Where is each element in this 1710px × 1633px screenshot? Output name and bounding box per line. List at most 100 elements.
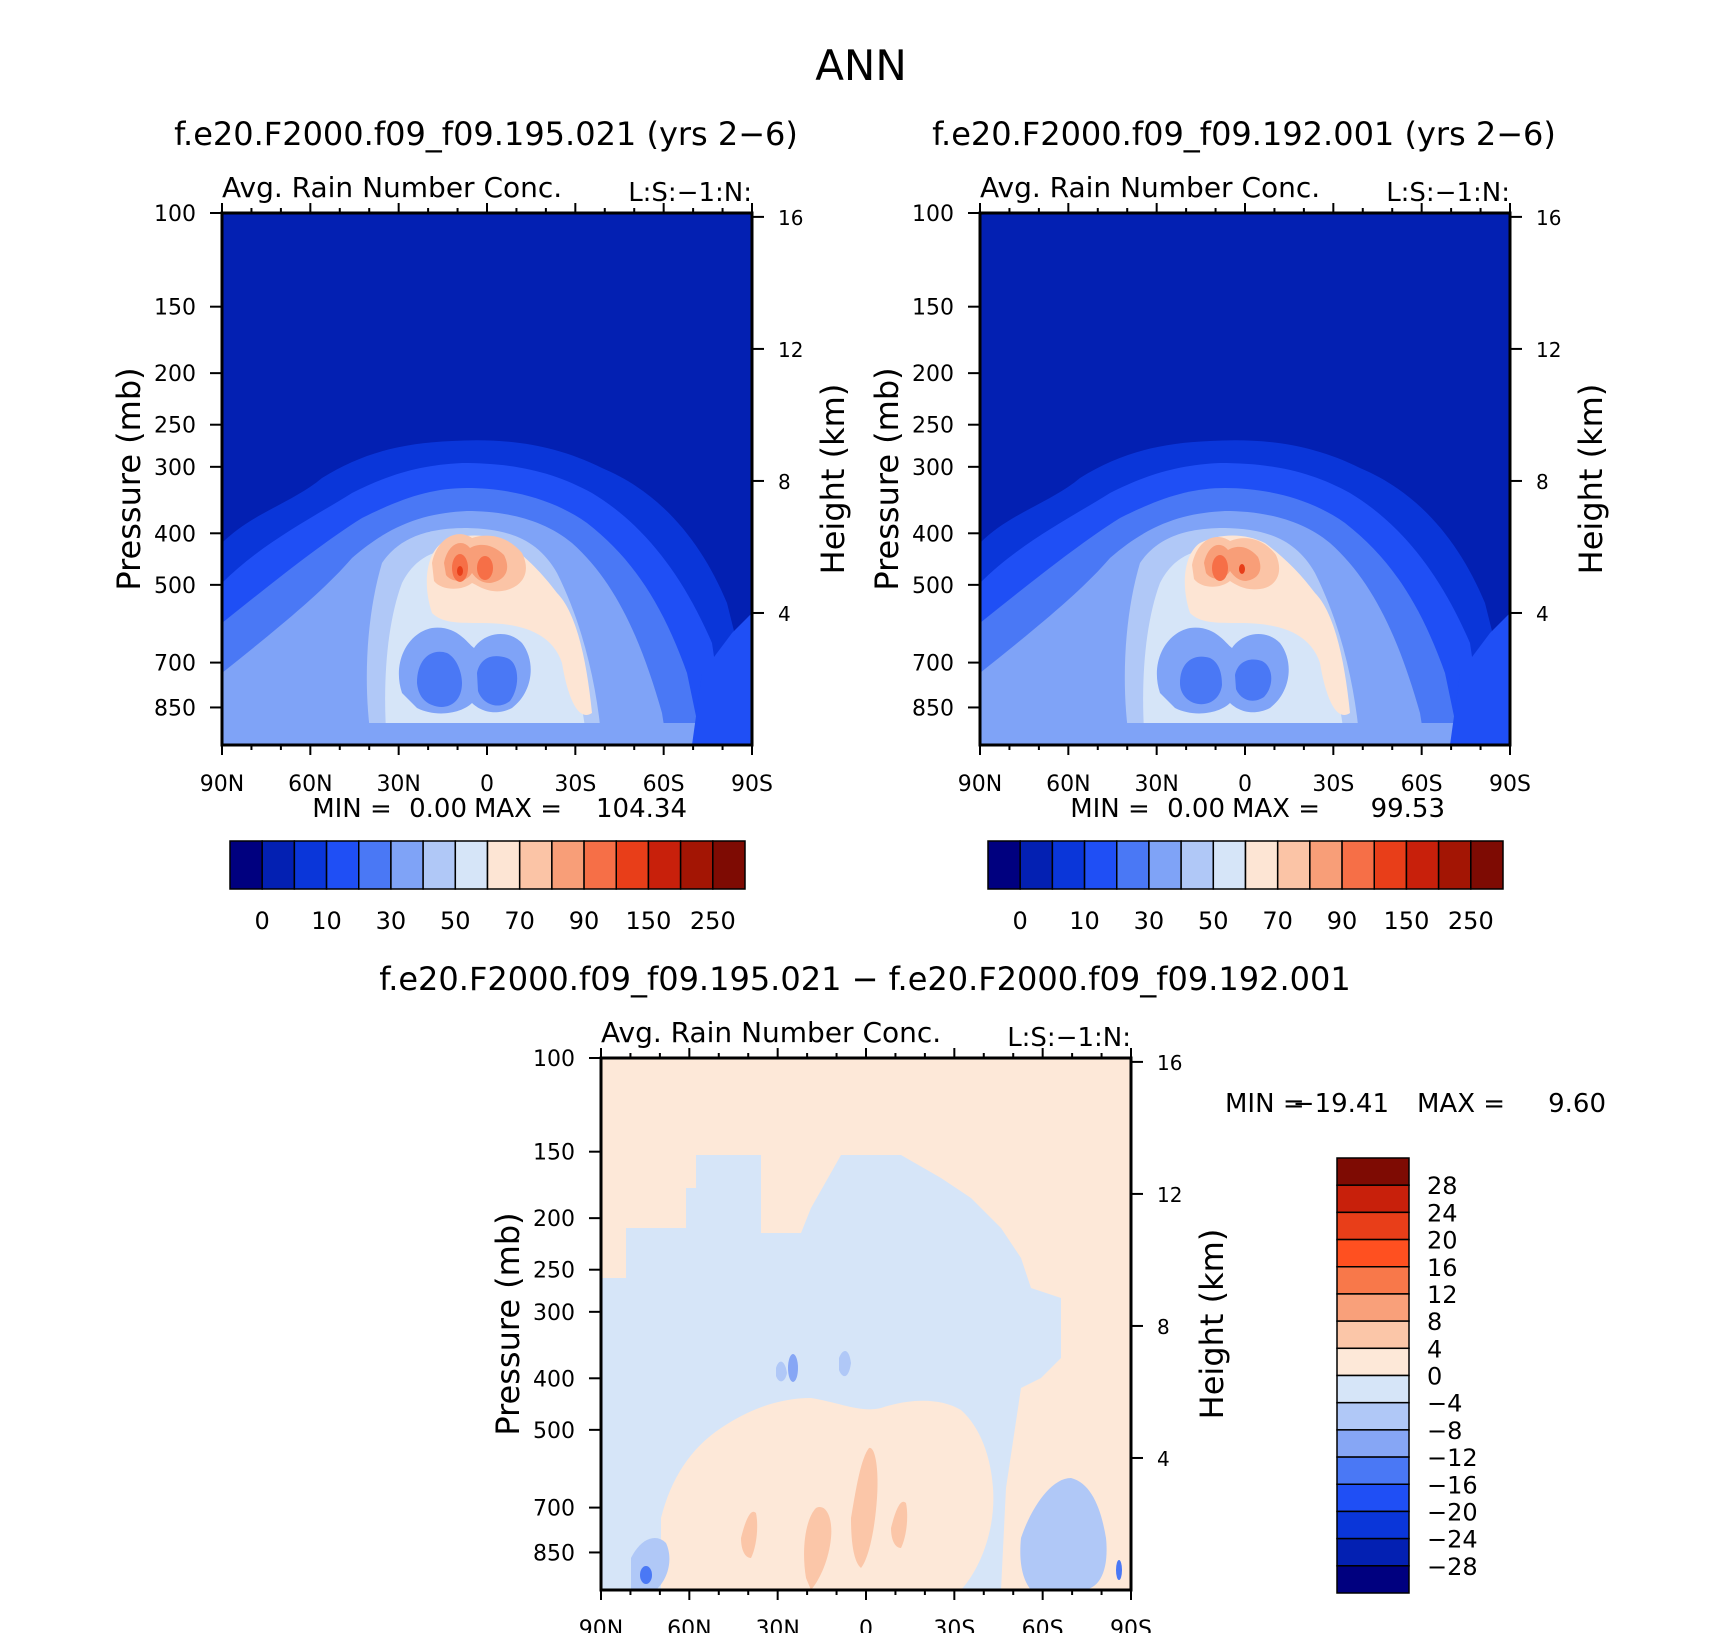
colorbar-swatch xyxy=(293,840,328,890)
max-label: MAX = xyxy=(1417,1089,1505,1119)
x-tick-label: 30N xyxy=(376,772,420,797)
x-tick-label: 90N xyxy=(579,1617,623,1633)
colorbar-label: 12 xyxy=(1427,1281,1458,1309)
y2-tick-label: 8 xyxy=(1157,1315,1170,1339)
colorbar-label: −12 xyxy=(1427,1444,1478,1472)
y2-tick-label: 8 xyxy=(1536,470,1549,494)
colorbar-swatch xyxy=(987,840,1021,890)
y-tick-label: 300 xyxy=(154,456,196,481)
plot-title: Avg. Rain Number Conc. xyxy=(601,1016,941,1049)
colorbar-swatch xyxy=(1336,1184,1410,1214)
y2-tick-label: 4 xyxy=(778,602,791,626)
colorbar-swatch xyxy=(486,840,521,890)
colorbar-label: 10 xyxy=(311,907,342,935)
y-tick-label: 150 xyxy=(912,296,954,321)
contour-field xyxy=(601,1058,1131,1590)
colorbar-label: −24 xyxy=(1427,1526,1478,1554)
y-tick-label: 200 xyxy=(533,1207,575,1232)
colorbar-swatch xyxy=(1470,840,1504,890)
colorbar: 0 10 30 50 70 90 150 250 xyxy=(987,840,1504,935)
y-tick-label: 200 xyxy=(154,362,196,387)
y2-tick-label: 12 xyxy=(1536,338,1561,362)
y-tick-label: 200 xyxy=(912,362,954,387)
y-tick-label: 300 xyxy=(912,456,954,481)
colorbar-swatch xyxy=(1336,1429,1410,1458)
x-tick-label: 30N xyxy=(755,1617,799,1633)
x-tick-label: 90N xyxy=(200,772,244,797)
colorbar-label: −16 xyxy=(1427,1471,1478,1499)
x-tick-label: 60S xyxy=(1022,1617,1064,1633)
colorbar-swatch xyxy=(1336,1347,1410,1377)
panel-test: f.e20.F2000.f09_f09.192.001 (yrs 2−6) Av… xyxy=(868,115,1610,935)
colorbar-swatch xyxy=(1405,840,1440,890)
colorbar-label: 50 xyxy=(440,907,471,935)
colorbar-swatch xyxy=(1116,840,1150,890)
y-axis-label: Pressure (mb) xyxy=(110,367,148,590)
colorbar-swatch xyxy=(1148,840,1182,890)
contour-field xyxy=(222,213,752,745)
max-value: 99.53 xyxy=(1371,794,1445,824)
colorbar-swatch xyxy=(1309,840,1343,890)
colorbar-label: 90 xyxy=(569,907,600,935)
level-label: L:S:−1:N: xyxy=(1386,178,1510,208)
colorbar-label: 10 xyxy=(1069,907,1100,935)
x-tick-label: 60N xyxy=(288,772,332,797)
y2-tick-label: 12 xyxy=(778,338,803,362)
x-tick-label: 60S xyxy=(643,772,685,797)
y-axis-label: Pressure (mb) xyxy=(489,1212,527,1435)
colorbar-swatch xyxy=(1336,1238,1410,1268)
min-label: MIN = xyxy=(1225,1089,1305,1119)
y-tick-label: 500 xyxy=(154,574,196,599)
colorbar-label: 8 xyxy=(1427,1308,1442,1336)
colorbar-label: 20 xyxy=(1427,1227,1458,1255)
colorbar-label: 0 xyxy=(1013,907,1028,935)
colorbar-swatch xyxy=(1336,1293,1410,1322)
max-value: 9.60 xyxy=(1548,1089,1606,1119)
colorbar-swatch xyxy=(615,840,650,890)
y-tick-label: 400 xyxy=(912,522,954,547)
x-tick-label: 0 xyxy=(1238,772,1252,797)
y2-tick-label: 8 xyxy=(778,470,791,494)
y-tick-label: 250 xyxy=(154,414,196,439)
x-tick-label: 30N xyxy=(1134,772,1178,797)
level-label: L:S:−1:N: xyxy=(1007,1023,1131,1053)
colorbar-swatch xyxy=(1437,840,1472,890)
x-tick-label: 30S xyxy=(554,772,596,797)
x-tick-label: 60N xyxy=(667,1617,711,1633)
x-tick-label: 30S xyxy=(1312,772,1354,797)
colorbar-label: 0 xyxy=(255,907,270,935)
y2-tick-label: 16 xyxy=(778,206,803,230)
colorbar-label: 150 xyxy=(1384,907,1430,935)
x-tick-label: 0 xyxy=(859,1617,873,1633)
y-tick-label: 400 xyxy=(533,1367,575,1392)
y2-tick-label: 16 xyxy=(1157,1051,1182,1075)
max-label: MAX = xyxy=(1232,794,1320,824)
colorbar: 0 10 30 50 70 90 150 250 xyxy=(229,840,746,935)
y-tick-label: 250 xyxy=(912,414,954,439)
colorbar-swatch xyxy=(1373,840,1408,890)
y-tick-label: 500 xyxy=(912,574,954,599)
colorbar-label: 24 xyxy=(1427,1199,1458,1227)
contour-field xyxy=(980,213,1510,745)
colorbar-swatch xyxy=(1336,1374,1410,1404)
colorbar-swatch xyxy=(518,840,553,890)
colorbar-label: 90 xyxy=(1327,907,1358,935)
y-tick-label: 100 xyxy=(912,202,954,227)
colorbar-swatch xyxy=(1341,840,1375,890)
y-tick-label: 850 xyxy=(154,696,196,721)
colorbar-swatch xyxy=(1336,1510,1410,1540)
x-tick-label: 60S xyxy=(1401,772,1443,797)
colorbar-label: 0 xyxy=(1427,1363,1442,1391)
case-title: f.e20.F2000.f09_f09.195.021 − f.e20.F200… xyxy=(379,960,1351,998)
colorbar-swatch xyxy=(1336,1157,1410,1186)
colorbar-label: 70 xyxy=(1262,907,1293,935)
x-tick-label: 30S xyxy=(933,1617,975,1633)
colorbar-label: 70 xyxy=(504,907,535,935)
x-tick-label: 0 xyxy=(480,772,494,797)
min-value: −19.41 xyxy=(1293,1089,1389,1119)
colorbar-label: 4 xyxy=(1427,1335,1442,1363)
colorbar-label: 50 xyxy=(1198,907,1229,935)
colorbar-swatch xyxy=(390,840,424,890)
plot-title: Avg. Rain Number Conc. xyxy=(980,171,1320,204)
case-title: f.e20.F2000.f09_f09.192.001 (yrs 2−6) xyxy=(932,115,1556,153)
